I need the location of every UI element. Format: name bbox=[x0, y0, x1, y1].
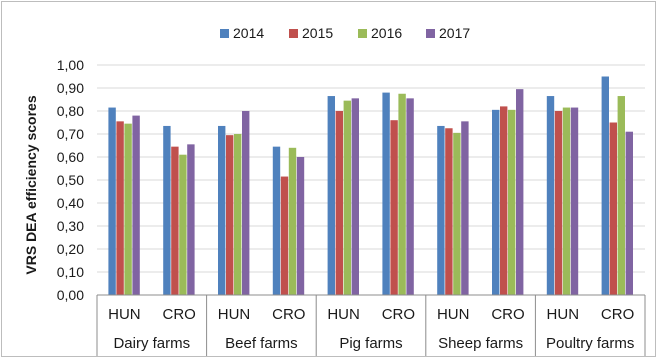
bar-2015-sheep-farms-hun bbox=[445, 128, 453, 295]
x-sub-label: HUN bbox=[437, 306, 470, 323]
x-axis: HUN CRO Dairy farms HUN CRO Beef farms HUN CRO P… bbox=[96, 294, 646, 356]
bar-2016-beef-farms-cro bbox=[288, 147, 297, 295]
y-tick-label: 0,70 bbox=[57, 126, 84, 142]
bar-2017-dairy-farms-hun bbox=[132, 115, 140, 295]
x-group-label: Sheep farms bbox=[438, 335, 523, 352]
bar-2016-poultry-farms-cro bbox=[617, 96, 625, 295]
bar-2016-dairy-farms-cro bbox=[179, 154, 187, 295]
x-group-label: Poultry farms bbox=[546, 335, 634, 352]
legend-label-2015: 2015 bbox=[302, 25, 333, 41]
bar-2017-beef-farms-cro bbox=[296, 157, 305, 295]
bar-2014-beef-farms-cro bbox=[272, 146, 281, 295]
legend-label-2016: 2016 bbox=[371, 25, 402, 41]
legend-label-2017: 2017 bbox=[439, 25, 470, 41]
bar-2016-pig-farms-hun bbox=[343, 100, 351, 296]
x-sub-label: HUN bbox=[327, 306, 360, 323]
bar-2015-dairy-farms-hun bbox=[116, 121, 124, 295]
x-sub-label: HUN bbox=[218, 306, 251, 323]
bar-2015-poultry-farms-cro bbox=[609, 122, 617, 295]
bar-2014-pig-farms-cro bbox=[382, 92, 390, 295]
bar-2014-sheep-farms-cro bbox=[492, 109, 500, 295]
y-axis-ticks: 0,00 0,10 0,20 0,30 0,40 0,50 0,60 0,70 0,80 0,90… bbox=[57, 57, 84, 303]
bar-2015-beef-farms-cro bbox=[280, 176, 289, 295]
bar-2015-poultry-farms-hun bbox=[554, 111, 563, 295]
bar-2016-dairy-farms-hun bbox=[124, 123, 132, 296]
x-sub-label: CRO bbox=[491, 306, 524, 323]
y-tick-label: 0,60 bbox=[57, 149, 84, 165]
bar-2015-sheep-farms-cro bbox=[500, 106, 508, 296]
bar-2014-beef-farms-hun bbox=[218, 125, 226, 295]
bar-2017-sheep-farms-hun bbox=[461, 121, 469, 295]
y-tick-label: 0,40 bbox=[57, 195, 84, 211]
y-tick-label: 0,80 bbox=[57, 103, 84, 119]
x-group-label: Pig farms bbox=[339, 335, 402, 352]
x-sub-label: CRO bbox=[601, 306, 634, 323]
bar-2014-dairy-farms-cro bbox=[163, 125, 171, 295]
bar-2014-poultry-farms-hun bbox=[546, 96, 555, 295]
bar-2016-sheep-farms-cro bbox=[508, 109, 516, 295]
bar-2016-sheep-farms-hun bbox=[453, 132, 461, 295]
y-tick-label: 0,50 bbox=[57, 172, 84, 188]
x-sub-label: HUN bbox=[108, 306, 141, 323]
bar-2015-dairy-farms-cro bbox=[171, 146, 179, 295]
bar-2014-poultry-farms-cro bbox=[601, 76, 609, 295]
bar-2015-beef-farms-hun bbox=[226, 135, 234, 295]
legend-swatch-2014 bbox=[220, 29, 229, 38]
x-sub-label: CRO bbox=[382, 306, 415, 323]
bar-2016-poultry-farms-hun bbox=[562, 107, 571, 295]
legend-label-2014: 2014 bbox=[233, 25, 264, 41]
x-group-label: Dairy farms bbox=[113, 335, 190, 352]
y-tick-label: 0,90 bbox=[57, 80, 84, 96]
bar-2017-pig-farms-hun bbox=[351, 98, 359, 295]
bar-2016-pig-farms-cro bbox=[398, 93, 406, 295]
legend-swatch-2016 bbox=[358, 29, 367, 38]
bar-2016-beef-farms-hun bbox=[234, 134, 242, 295]
bar-2015-pig-farms-cro bbox=[390, 120, 398, 295]
y-tick-label: 0,10 bbox=[57, 264, 84, 280]
bar-2014-dairy-farms-hun bbox=[108, 107, 116, 295]
legend-swatch-2015 bbox=[289, 29, 298, 38]
bar-2014-pig-farms-hun bbox=[327, 96, 335, 295]
x-group-label: Beef farms bbox=[225, 335, 298, 352]
bar-2017-dairy-farms-cro bbox=[187, 144, 195, 295]
y-axis-label: VRS DEA efficiency scores bbox=[23, 95, 39, 274]
bar-2017-beef-farms-hun bbox=[242, 111, 250, 295]
x-sub-label: CRO bbox=[272, 306, 305, 323]
bars bbox=[108, 76, 633, 296]
y-tick-label: 0,00 bbox=[57, 287, 84, 303]
y-tick-label: 0,20 bbox=[57, 241, 84, 257]
x-sub-label: HUN bbox=[547, 306, 580, 323]
bar-2017-poultry-farms-hun bbox=[570, 107, 579, 295]
x-sub-label: CRO bbox=[163, 306, 196, 323]
bar-2017-poultry-farms-cro bbox=[625, 131, 633, 295]
bar-2017-sheep-farms-cro bbox=[516, 89, 524, 296]
bar-2017-pig-farms-cro bbox=[406, 98, 414, 295]
bar-2014-sheep-farms-hun bbox=[437, 125, 445, 295]
y-tick-label: 1,00 bbox=[57, 57, 84, 73]
legend-swatch-2017 bbox=[426, 29, 435, 38]
legend: 2014 2015 2016 2017 bbox=[220, 25, 470, 41]
bar-2015-pig-farms-hun bbox=[335, 111, 343, 295]
y-tick-label: 0,30 bbox=[57, 218, 84, 234]
